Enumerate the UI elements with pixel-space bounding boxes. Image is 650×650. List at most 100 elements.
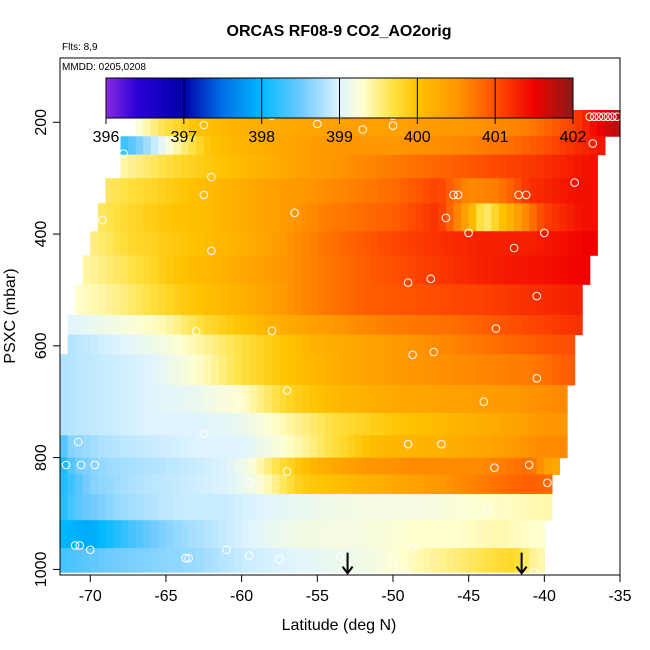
heatmap-cell [120,315,129,336]
heatmap-cell [256,354,265,386]
heatmap-cell [567,178,576,204]
heatmap-cell [264,548,273,573]
heatmap-cell [582,255,591,285]
heatmap-cell [75,457,84,475]
heatmap-cell [415,178,424,204]
heatmap-cell [529,474,538,495]
heatmap-cell [181,384,190,414]
heatmap-cell [385,136,394,156]
heatmap-cell [529,315,538,336]
x-axis-label: Latitude (deg N) [282,617,397,634]
observation-point [388,121,398,130]
heatmap-cell [521,520,530,549]
heatmap-cell [203,520,212,549]
heatmap-cell [158,412,167,436]
heatmap-cell [551,154,561,179]
heatmap-cell [150,493,159,521]
observation-point [358,125,368,134]
heatmap-cell [574,136,583,156]
heatmap-cell [234,109,243,137]
heatmap-cell [105,412,114,436]
heatmap-cell [128,334,137,355]
colorbar-ticks: 396 397 398 399 400 401 402 [93,78,586,146]
heatmap-cell [302,474,311,495]
heatmap-cell [188,384,197,414]
heatmap-cell [514,231,523,256]
heatmap-cell [158,109,167,137]
heatmap-cell [211,384,220,414]
observation-point [335,552,345,561]
heatmap-cell [521,109,530,137]
heatmap-cell [128,136,137,156]
heatmap-cell [506,231,515,256]
heatmap-cell [302,548,311,573]
heatmap-cell [211,136,220,156]
heatmap-cell [60,457,69,475]
heatmap-cell [408,412,417,436]
heatmap-cell [294,493,303,521]
heatmap-cell [181,493,190,521]
heatmap-cell [294,384,303,414]
heatmap-cell [249,284,258,316]
heatmap-cell [82,457,91,475]
heatmap-cell [514,354,523,386]
heatmap-cell [294,412,303,436]
heatmap-cell [196,354,205,386]
heatmap-cell [385,520,394,549]
heatmap-cell [324,474,334,495]
heatmap-cell [514,520,523,549]
heatmap-cell [128,435,137,459]
heatmap-cell [438,354,447,386]
heatmap-cell [355,520,364,549]
heatmap-cell [355,154,364,179]
heatmap-cell [173,520,182,549]
heatmap-cell [196,548,205,573]
heatmap-cell [211,520,220,549]
heatmap-cell [143,412,152,436]
heatmap-cell [521,435,530,459]
heatmap-cell [97,315,107,336]
heatmap-cell [430,548,439,573]
x-tick-label: -35 [608,588,631,605]
heatmap-cell [317,136,326,156]
heatmap-cell [97,354,107,386]
heatmap-cell [362,231,371,256]
heatmap-cell [158,548,167,573]
heatmap-cell [347,520,356,549]
heatmap-cell [514,136,523,156]
heatmap-cell [165,284,175,316]
heatmap-cell [249,109,258,137]
heatmap-cell [165,520,175,549]
heatmap-cell [264,154,273,179]
heatmap-cell [392,474,402,495]
heatmap-cell [241,315,250,336]
heatmap-cell [135,334,144,355]
heatmap-cell [468,109,477,137]
heatmap-cell [181,203,190,232]
heatmap-cell [90,231,99,256]
heatmap-cell [317,315,326,336]
heatmap-cell [491,474,500,495]
heatmap-cell [112,548,122,573]
heatmap-cell [529,284,538,316]
heatmap-cell [241,231,250,256]
heatmap-cell [120,284,129,316]
heatmap-cell [362,474,371,495]
heatmap-cell [468,520,477,549]
heatmap-cell [461,154,470,179]
heatmap-cell [362,109,371,137]
observation-point [540,228,549,238]
heatmap-cell [150,136,159,156]
heatmap-cell [551,203,561,232]
heatmap-cell [536,231,545,256]
heatmap-cell [302,384,311,414]
heatmap-cell [249,548,258,573]
heatmap-cell [498,178,508,204]
heatmap-cell [332,203,341,232]
heatmap-cell [105,520,114,549]
heatmap-cell [75,548,84,573]
heatmap-cell [309,178,318,204]
heatmap-cell [143,154,152,179]
heatmap-cell [82,334,91,355]
heatmap-cell [60,412,69,436]
